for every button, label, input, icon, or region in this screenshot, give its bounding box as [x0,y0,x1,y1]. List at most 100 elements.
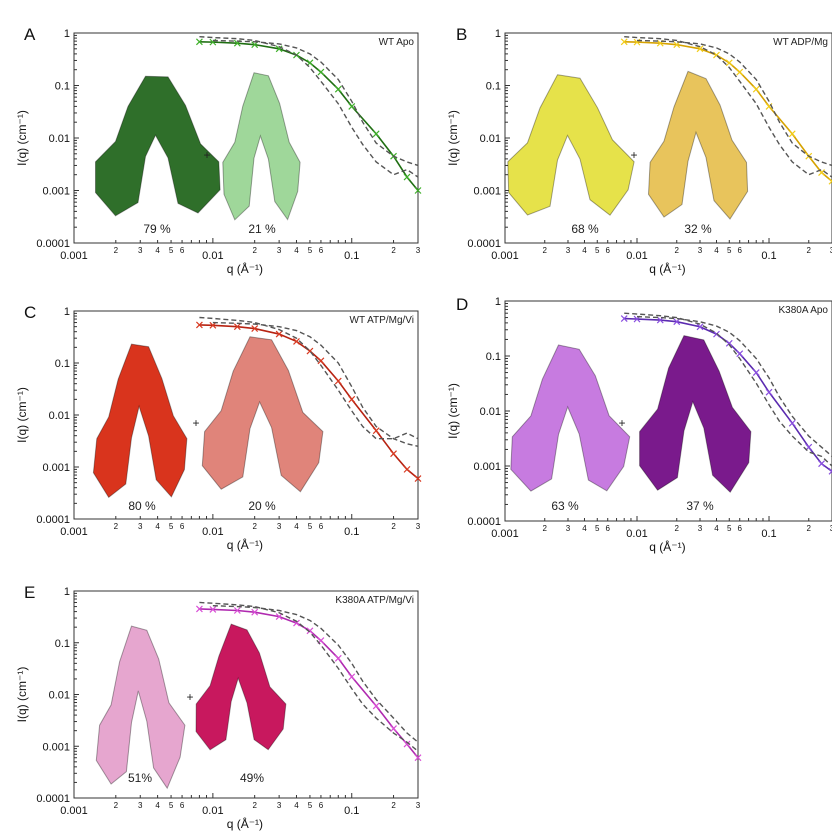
y-tick-label: 0.1 [486,81,501,93]
y-tick-label: 1 [64,586,70,598]
model-curve-dashed [212,39,419,167]
panel-title: WT ATP/Mg/Vi [350,315,414,326]
y-tick-label: 0.1 [55,358,70,370]
x-minor-tick-label: 2 [391,801,396,810]
x-minor-tick-label: 2 [391,246,396,255]
data-point [788,419,796,427]
x-tick-label: 0.001 [491,528,519,540]
data-point [334,654,342,662]
data-point [752,369,760,376]
model-curve-dashed [199,316,419,440]
plus-sign: + [203,148,210,162]
x-axis-label: q (Å⁻¹) [227,816,263,831]
model-2-structure [201,336,324,493]
data-point [195,321,203,329]
x-minor-tick-label: 2 [543,246,548,255]
x-minor-tick-label: 3 [277,246,282,255]
x-minor-tick-label: 6 [180,246,185,255]
x-minor-tick-label: 5 [169,246,174,255]
data-point [251,608,259,616]
data-point [818,460,825,468]
data-point [414,187,422,194]
data-point [209,606,217,613]
y-tick-label: 0.001 [42,186,70,198]
x-minor-tick-label: 4 [155,522,160,531]
model-1-structure [510,344,631,492]
y-axis-label: I(q) (cm⁻¹) [446,383,460,439]
data-point [390,450,397,458]
data-point [233,323,241,331]
x-minor-tick-label: 2 [807,246,812,255]
x-tick-label: 0.1 [761,250,776,262]
y-axis-label: I(q) (cm⁻¹) [15,387,29,443]
x-minor-tick-label: 4 [294,801,299,810]
fraction-label-2: 49% [240,771,264,785]
data-point [414,754,422,762]
x-tick-label: 0.01 [202,805,223,817]
model-2-structure [195,623,287,751]
data-point [765,388,773,396]
data-point [403,740,411,748]
data-point [752,85,760,93]
panel-title: WT ADP/Mg [773,37,828,48]
plus-sign: + [630,148,637,162]
y-tick-label: 0.001 [473,186,501,198]
x-tick-label: 0.1 [344,250,359,262]
fraction-label-1: 79 % [143,222,171,236]
x-minor-tick-label: 5 [308,801,313,810]
x-minor-tick-label: 3 [416,246,421,255]
x-minor-tick-label: 3 [698,246,703,255]
fraction-label-1: 63 % [551,499,579,513]
x-minor-tick-label: 2 [391,522,396,531]
x-minor-tick-label: 2 [675,246,680,255]
y-tick-label: 0.0001 [467,238,501,250]
x-minor-tick-label: 2 [114,522,119,531]
x-minor-tick-label: 3 [566,524,571,533]
x-minor-tick-label: 3 [416,522,421,531]
x-minor-tick-label: 3 [566,246,571,255]
data-point [788,130,796,138]
data-point [195,605,203,613]
data-point [348,395,356,403]
model-curve-dashed [624,36,832,178]
x-minor-tick-label: 3 [830,524,832,533]
x-minor-tick-label: 5 [595,524,600,533]
data-point [620,38,628,46]
x-minor-tick-label: 3 [698,524,703,533]
data-point [334,85,342,93]
panel-letter: C [24,303,36,322]
y-tick-label: 0.01 [480,406,501,418]
x-minor-tick-label: 2 [675,524,680,533]
y-axis-label: I(q) (cm⁻¹) [446,110,460,166]
data-point [736,68,744,76]
x-tick-label: 0.01 [626,250,647,262]
x-minor-tick-label: 3 [138,246,143,255]
y-tick-label: 1 [495,296,501,308]
data-point [828,177,832,185]
x-minor-tick-label: 4 [155,246,160,255]
data-point [372,130,380,138]
data-point [414,475,422,482]
data-point [725,59,733,67]
x-minor-tick-label: 6 [738,246,743,255]
fraction-label-2: 32 % [684,222,712,236]
model-curve-dashed [636,39,832,167]
model-2-structure [647,70,749,220]
x-tick-label: 0.001 [60,805,88,817]
data-point [725,339,733,347]
x-minor-tick-label: 4 [294,246,299,255]
x-minor-tick-label: 4 [582,246,587,255]
y-tick-label: 0.0001 [467,516,501,528]
fit-line [199,324,419,480]
data-point [293,619,300,627]
x-minor-tick-label: 2 [543,524,548,533]
y-tick-label: 0.1 [486,351,501,363]
y-tick-label: 1 [64,28,70,40]
model-curve-dashed [636,315,832,457]
x-axis-label: q (Å⁻¹) [649,539,685,554]
data-point [209,321,217,329]
model-1-structure [95,625,186,790]
data-point [620,315,628,322]
